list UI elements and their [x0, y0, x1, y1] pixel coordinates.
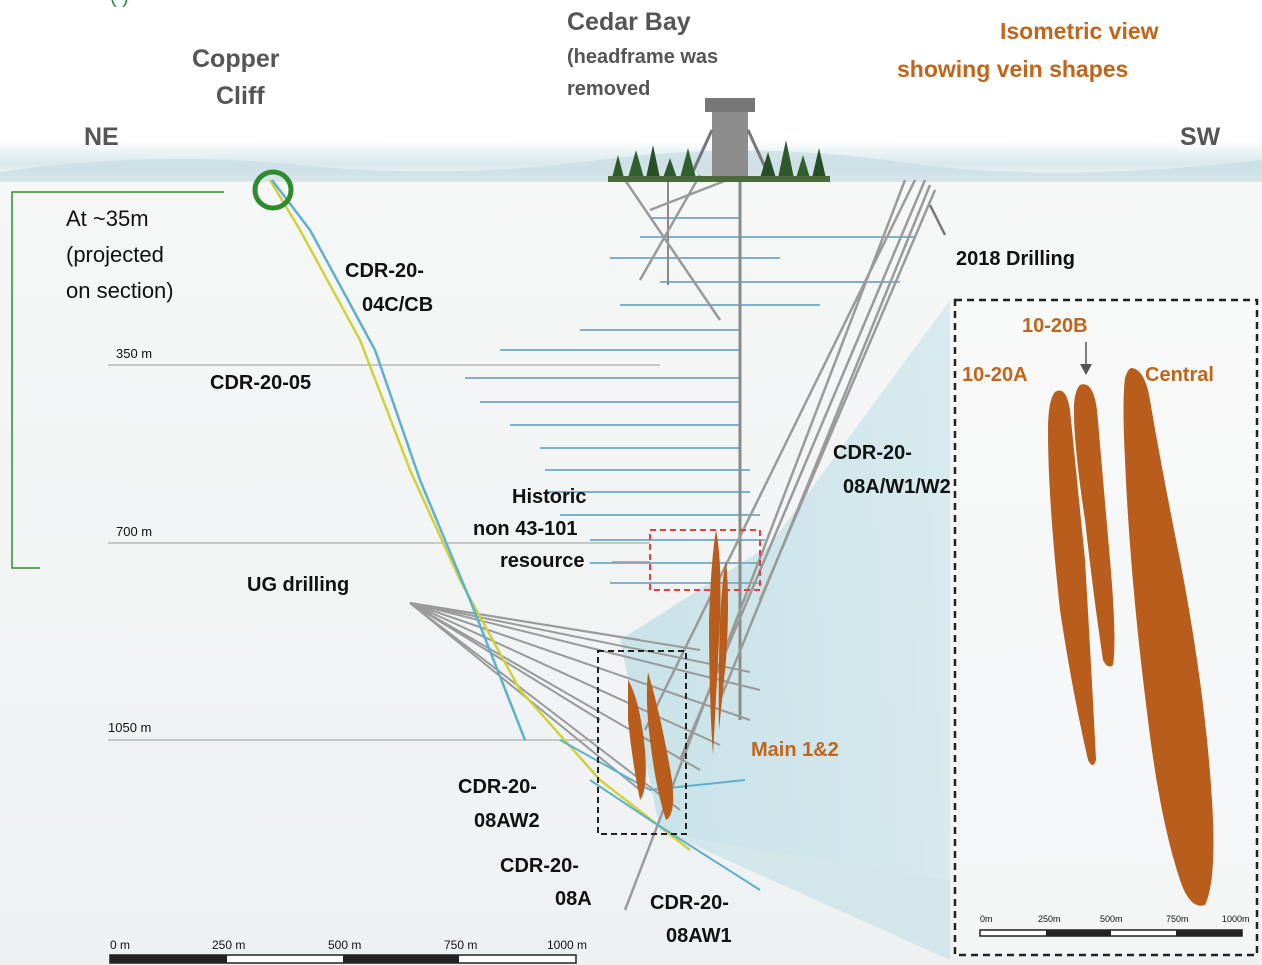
- scale-label-250: 250 m: [212, 938, 246, 952]
- vein-central: [1123, 368, 1214, 906]
- isometric-projection-cone: [620, 300, 950, 880]
- callout-bracket: [11, 191, 224, 569]
- hole-cdr-20-08aw1: [589, 779, 761, 891]
- label-cdr-05: CDR-20-05: [210, 372, 312, 394]
- headframe-illustration: [608, 98, 830, 182]
- title-line-1: Isometric view: [1000, 18, 1159, 44]
- collar-circle: [252, 169, 294, 211]
- label-cdr-08aw2-1: CDR-20-: [458, 776, 537, 798]
- arrowhead-10-20b: [1080, 364, 1092, 375]
- label-resource-3: resource: [500, 550, 585, 572]
- ug-drilling-fan: [409, 602, 761, 811]
- projection-cone-lower: [660, 830, 950, 960]
- note-line-3: on section): [66, 278, 174, 303]
- depth-label-1050: 1050 m: [108, 720, 152, 735]
- label-cdr-04c-2: 04C/CB: [362, 294, 434, 316]
- label-cdr-08aw1-2: 08AW1: [666, 925, 732, 947]
- label-vein-10-20a: 10-20A: [962, 364, 1028, 386]
- label-headframe-note-2: removed: [567, 78, 651, 100]
- note-line-1: At ~35m: [66, 206, 149, 231]
- label-cdr-08aw2-2: 08AW2: [474, 810, 540, 832]
- label-cdr-04c-1: CDR-20-: [345, 260, 424, 282]
- label-resource-2: non 43-101: [473, 518, 578, 540]
- label-cdr-08a-w-2: 08A/W1/W2: [843, 476, 951, 498]
- distant-treeline: [0, 150, 1262, 182]
- vein-10-20b: [1073, 384, 1115, 667]
- mine-levels: [465, 217, 915, 584]
- label-cliff: Cliff: [216, 82, 265, 110]
- scale-label-0: 0 m: [110, 938, 131, 952]
- inset-scale-label-500: 500m: [1100, 914, 1123, 924]
- inset-scale-bar: [979, 929, 1243, 937]
- depth-lines: [108, 364, 660, 741]
- inset-veins: [1048, 368, 1214, 906]
- label-cdr-08a-w-1: CDR-20-: [833, 442, 912, 464]
- hole-cdr-20-05: [268, 179, 691, 851]
- inset-scale-label-1000: 1000m: [1222, 914, 1250, 924]
- vein-detail-box: [597, 650, 687, 835]
- label-copper: Copper: [192, 45, 280, 73]
- scale-label-1000: 1000 m: [547, 938, 588, 952]
- label-vein-10-20b: 10-20B: [1022, 315, 1088, 337]
- scale-label-500: 500 m: [328, 938, 362, 952]
- detail-veins: [628, 672, 674, 820]
- historic-resource-box: [649, 529, 761, 591]
- main-scale-bar: [109, 954, 577, 964]
- inset-scale-label-750: 750m: [1166, 914, 1189, 924]
- inset-scale-label-250: 250m: [1038, 914, 1061, 924]
- note-line-2: (projected: [66, 242, 164, 267]
- inset-box: [953, 298, 1259, 957]
- main-veins: [709, 530, 728, 755]
- hole-cdr-20-04c: [271, 179, 527, 741]
- vein-10-20a: [1048, 390, 1096, 765]
- title-line-2: showing vein shapes: [897, 56, 1129, 82]
- label-resource-1: Historic: [512, 486, 587, 508]
- label-cdr-08a-1: CDR-20-: [500, 855, 579, 877]
- label-main-veins: Main 1&2: [751, 739, 839, 761]
- cropped-header-text: ( ): [110, 0, 129, 9]
- label-vein-central: Central: [1145, 364, 1214, 386]
- label-sw: SW: [1180, 123, 1221, 151]
- label-cdr-08a-2: 08A: [555, 888, 592, 910]
- label-2018-drilling: 2018 Drilling: [956, 248, 1075, 270]
- depth-label-700: 700 m: [116, 524, 153, 539]
- label-cedar-bay: Cedar Bay: [567, 8, 691, 36]
- hole-cdr-20-08aw2-tail: [559, 739, 746, 792]
- label-headframe-note-1: (headframe was: [567, 46, 719, 68]
- scale-label-750: 750 m: [444, 938, 478, 952]
- label-ug-drilling: UG drilling: [247, 574, 350, 596]
- label-cdr-08aw1-1: CDR-20-: [650, 892, 729, 914]
- inset-scale-label-0: 0m: [980, 914, 993, 924]
- label-ne: NE: [84, 123, 119, 151]
- depth-label-350: 350 m: [116, 346, 153, 361]
